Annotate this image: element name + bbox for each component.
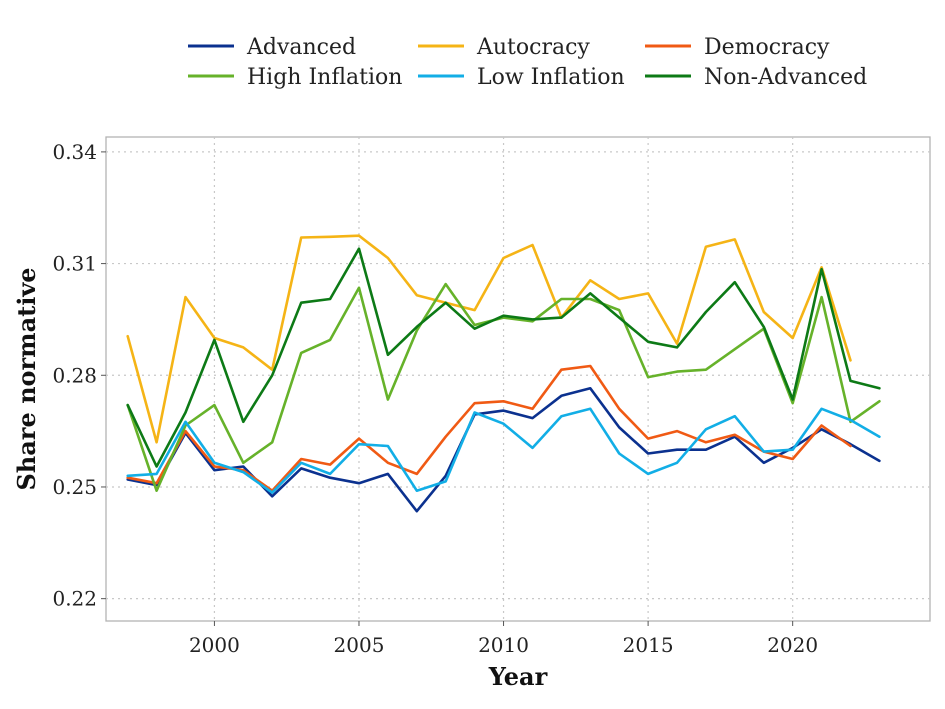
series-line-autocracy [126, 234, 852, 444]
x-tick-label: 2000 [189, 633, 240, 657]
series-line-non-advanced [126, 247, 881, 468]
series-line-democracy [126, 364, 852, 493]
legend-item-autocracy: Autocracy [418, 35, 590, 60]
legend-item-high-inflation: High Inflation [188, 65, 402, 90]
legend-label: High Inflation [247, 65, 402, 90]
y-tick-label: 0.34 [52, 140, 97, 164]
x-tick-label: 2020 [767, 633, 818, 657]
legend-label: Autocracy [476, 35, 590, 60]
legend-item-low-inflation: Low Inflation [418, 65, 625, 90]
plot-area [105, 136, 931, 622]
series-line-low-inflation [126, 407, 881, 494]
legend-item-non-advanced: Non-Advanced [645, 65, 867, 90]
legend-label: Advanced [246, 35, 356, 60]
y-tick-label: 0.22 [52, 587, 97, 611]
series-lines [126, 234, 881, 513]
legend-item-democracy: Democracy [645, 35, 830, 60]
legend-label: Non-Advanced [704, 65, 867, 90]
series-line-high-inflation [126, 282, 881, 493]
x-axis-ticks: 2000 2005 2010 2015 2020 [189, 621, 818, 657]
y-tick-label: 0.31 [52, 252, 97, 276]
grid-lines [106, 137, 930, 621]
y-axis-ticks: 0.22 0.25 0.28 0.31 0.34 [52, 140, 106, 611]
x-axis-title: Year [488, 662, 548, 691]
y-axis-title: Share normative [12, 267, 41, 490]
legend: Advanced Autocracy Democracy High Inflation… [188, 35, 867, 90]
x-tick-label: 2015 [623, 633, 674, 657]
x-tick-label: 2010 [478, 633, 529, 657]
legend-label: Democracy [704, 35, 830, 60]
legend-item-advanced: Advanced [188, 35, 356, 60]
y-tick-label: 0.25 [52, 475, 97, 499]
y-tick-label: 0.28 [52, 363, 97, 387]
legend-label: Low Inflation [477, 65, 625, 90]
x-tick-label: 2005 [334, 633, 385, 657]
